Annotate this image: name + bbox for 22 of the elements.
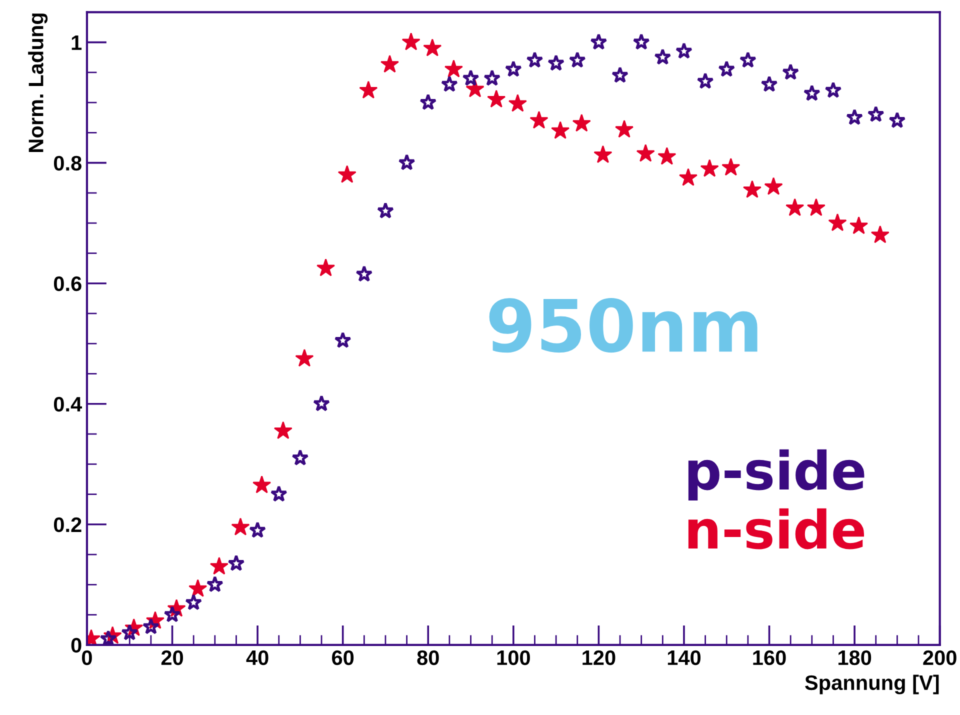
x-tick-label: 0: [82, 650, 92, 666]
x-tick-label: 20: [161, 650, 183, 666]
y-tick-label: 0.8: [54, 156, 82, 171]
x-tick-label: 120: [582, 650, 616, 666]
y-tick-label: 0.2: [54, 517, 82, 532]
x-axis-title: Spannung [V]: [805, 674, 939, 694]
x-tick-label: 40: [246, 650, 268, 666]
x-tick-label: 60: [332, 650, 354, 666]
y-tick-label: 1: [72, 36, 82, 50]
x-tick-label: 180: [838, 650, 872, 666]
x-tick-label: 80: [417, 650, 439, 666]
annotation: 950nm: [489, 298, 758, 353]
y-tick-label: 0.4: [54, 396, 82, 412]
text: p-side: [688, 449, 864, 500]
y-tick-label: 0: [71, 638, 82, 653]
y-tick-label: 0.6: [54, 276, 82, 292]
x-tick-label: 100: [497, 650, 530, 666]
text: n-side: [688, 508, 864, 550]
y-axis-title: Norm. Ladung: [28, 14, 48, 152]
x-tick-label: 140: [668, 650, 701, 666]
x-tick-label: 160: [753, 650, 786, 666]
x-tick-label: 200: [923, 650, 956, 666]
